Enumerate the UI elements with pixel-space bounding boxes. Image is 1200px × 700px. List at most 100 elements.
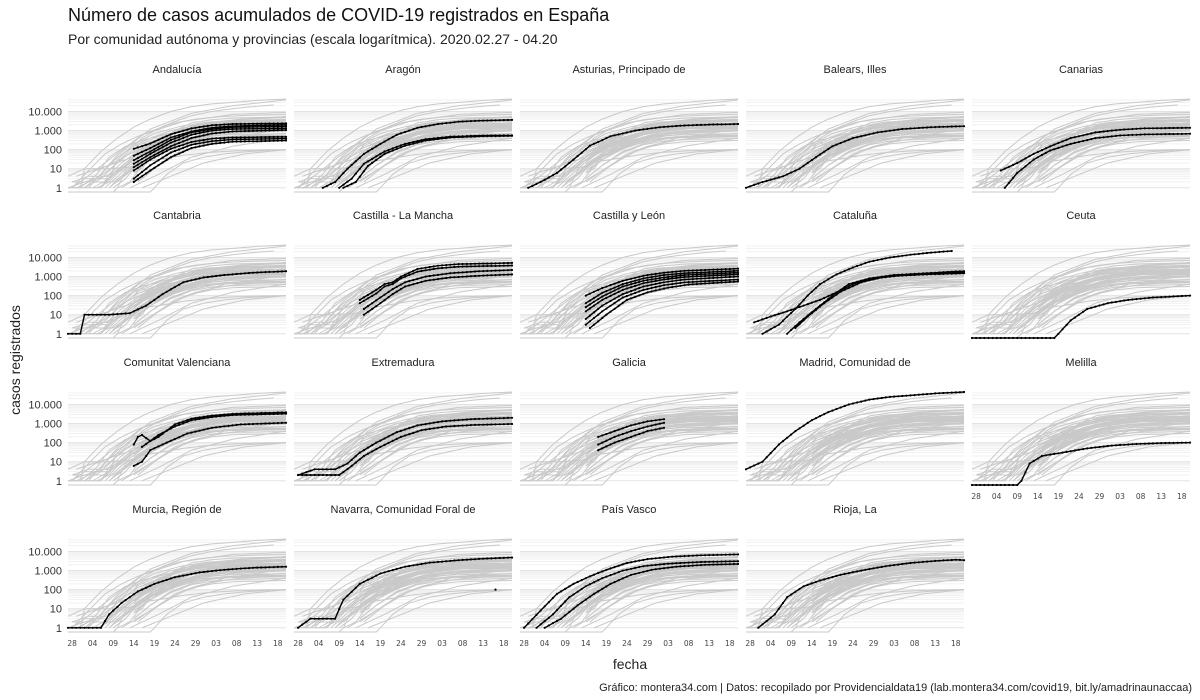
- data-point: [667, 566, 670, 569]
- data-point: [235, 272, 238, 276]
- data-point: [412, 269, 415, 272]
- data-point: [1131, 443, 1134, 446]
- data-point: [412, 564, 415, 567]
- data-point: [699, 277, 703, 280]
- background-series-line: [536, 120, 739, 189]
- background-series-line: [762, 104, 952, 189]
- data-point: [387, 151, 390, 154]
- data-point: [597, 571, 600, 575]
- data-point: [913, 561, 916, 564]
- data-point: [712, 279, 715, 282]
- data-point: [864, 262, 867, 265]
- data-point: [243, 272, 246, 275]
- background-series-line: [371, 574, 439, 598]
- background-series-line: [799, 568, 965, 629]
- data-point: [572, 582, 575, 586]
- data-point: [453, 276, 456, 279]
- data-point: [210, 415, 214, 419]
- data-point: [404, 281, 407, 284]
- data-point: [564, 587, 567, 591]
- data-point: [823, 150, 826, 153]
- background-series-line: [79, 404, 287, 476]
- data-point: [145, 152, 148, 155]
- data-point: [1028, 155, 1031, 158]
- data-point: [482, 274, 485, 277]
- data-point: [219, 141, 222, 145]
- data-point: [654, 419, 657, 422]
- x-tick-label: 14: [1033, 492, 1043, 501]
- data-point: [194, 132, 197, 135]
- data-point: [597, 435, 600, 438]
- data-point: [1065, 144, 1068, 147]
- data-point: [621, 293, 624, 296]
- data-point: [494, 423, 497, 426]
- data-point: [436, 264, 440, 267]
- data-point: [597, 288, 600, 291]
- data-point: [946, 270, 949, 274]
- data-point: [728, 560, 731, 563]
- data-point: [498, 264, 501, 267]
- data-point: [1114, 134, 1118, 137]
- background-series-line: [1004, 408, 1191, 482]
- data-point: [638, 286, 641, 290]
- background-series-line: [778, 115, 965, 189]
- data-point: [132, 159, 135, 162]
- data-point: [769, 315, 772, 318]
- data-point: [190, 279, 193, 282]
- data-point: [917, 272, 920, 275]
- data-point: [1180, 441, 1183, 444]
- data-point: [272, 135, 275, 139]
- data-point: [925, 393, 929, 396]
- data-point: [1069, 137, 1072, 140]
- data-point: [140, 154, 144, 157]
- data-point: [128, 596, 131, 599]
- data-point: [408, 433, 411, 436]
- data-point: [823, 578, 826, 581]
- data-point: [798, 303, 801, 306]
- data-point: [954, 391, 957, 394]
- data-point: [194, 430, 197, 433]
- data-point: [897, 255, 900, 258]
- data-point: [383, 140, 386, 143]
- data-point: [950, 270, 953, 273]
- data-point: [798, 587, 801, 591]
- data-point: [120, 312, 123, 315]
- data-point: [358, 175, 361, 178]
- data-point: [366, 160, 370, 163]
- data-point: [695, 554, 699, 557]
- data-point: [395, 145, 398, 148]
- data-point: [395, 437, 398, 440]
- background-series-line: [310, 413, 513, 482]
- background-series-line: [305, 551, 513, 623]
- data-point: [449, 559, 452, 563]
- data-point: [247, 122, 251, 125]
- data-point: [490, 262, 493, 265]
- data-point: [375, 574, 378, 577]
- data-point: [605, 293, 608, 296]
- data-point: [494, 557, 497, 560]
- facet-title: Rioja, La: [833, 504, 877, 516]
- data-point: [313, 468, 316, 471]
- background-series-line: [807, 430, 965, 482]
- data-point: [724, 560, 727, 563]
- data-point: [818, 415, 822, 418]
- data-point: [662, 125, 666, 128]
- data-point: [638, 422, 641, 425]
- data-point: [358, 156, 361, 159]
- data-point: [449, 272, 452, 275]
- x-tick-label: 08: [458, 639, 468, 648]
- data-point: [325, 617, 328, 620]
- data-point: [379, 302, 382, 305]
- background-series-line: [536, 544, 726, 629]
- data-point: [704, 280, 707, 283]
- background-series-line: [988, 120, 1191, 189]
- data-point: [773, 325, 776, 328]
- data-point: [708, 282, 711, 285]
- data-point: [461, 424, 464, 427]
- data-point: [202, 570, 205, 574]
- data-point: [551, 596, 555, 600]
- x-tick-label: 24: [848, 639, 858, 648]
- data-point: [1176, 295, 1179, 298]
- data-point: [366, 297, 370, 300]
- data-point: [132, 464, 135, 467]
